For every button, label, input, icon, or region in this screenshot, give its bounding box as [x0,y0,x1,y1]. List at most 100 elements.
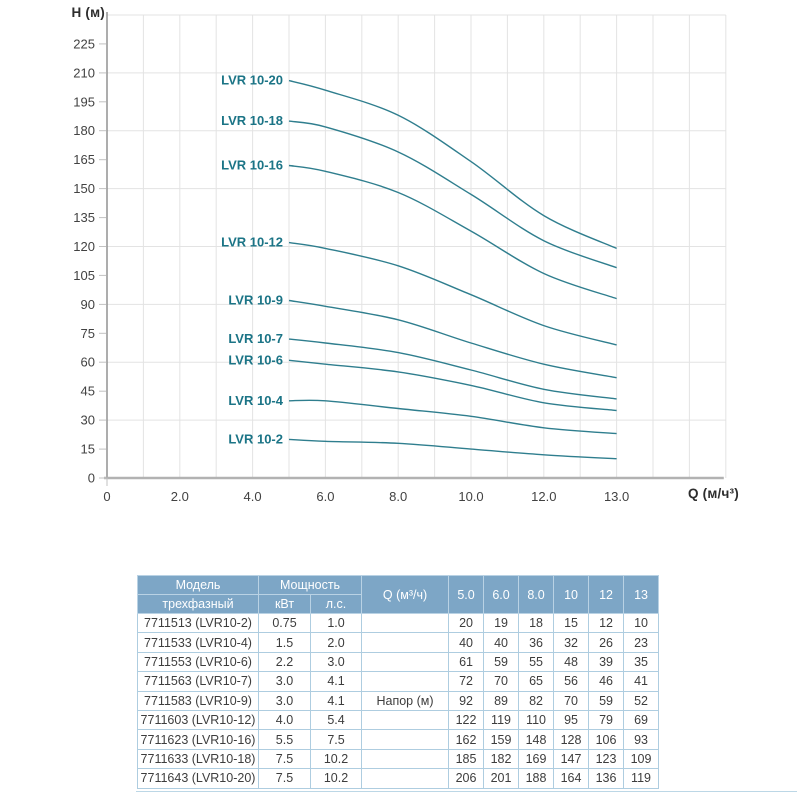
head-value-cell: 15 [553,612,590,634]
head-value-cell: 65 [518,671,555,692]
x-tick-label: 13.0 [604,489,629,504]
head-value-cell: 12 [588,612,625,634]
kw-cell: 7.5 [258,768,311,789]
y-tick-label: 225 [73,36,95,51]
curve-group-lvr-10-16: LVR 10-16 [221,158,617,300]
q-cell [361,651,450,673]
head-value-cell: 119 [623,768,660,789]
curve-label-lvr-10-12: LVR 10-12 [221,235,283,250]
x-tick-label: 12.0 [531,489,556,504]
header-row-2: трехфазный кВт л.с. [137,594,659,614]
curve-lvr-10-9 [288,299,617,379]
y-tick-label: 75 [81,326,95,341]
x-tick-label: 10.0 [458,489,483,504]
table-row: 7711633 (LVR10-18) 7.5 10.2 185 182 169 147 123… [137,748,660,770]
table-row: 7711643 (LVR10-20) 7.5 10.2 206 201 188 164 136… [137,768,660,789]
head-value-cell: 26 [588,632,625,653]
kw-cell: 5.5 [258,729,311,750]
head-value-cell: 35 [623,651,660,673]
curve-group-lvr-10-4: LVR 10-4 [228,393,617,435]
table-body: 7711513 (LVR10-2) 0.75 1.0 20 19 18 15 12 10 7711… [137,612,660,789]
head-value-cell: 41 [623,671,660,692]
pump-specs-table: Модель Мощность Q (м³/ч) 5.0 6.0 8.0 10 12 13 тре… [137,575,660,789]
y-tick-label: 30 [81,413,95,428]
model-cell: 7711583 (LVR10-9) [137,690,259,711]
table-row: 7711513 (LVR10-2) 0.75 1.0 20 19 18 15 12 10 [137,612,660,634]
q-cell: Напор (м) [361,690,450,711]
curve-label-lvr-10-16: LVR 10-16 [221,158,283,173]
head-value-cell: 119 [483,709,520,731]
head-value-cell: 136 [588,768,625,789]
curve-lvr-10-6 [288,359,617,412]
header-flow-12: 12 [588,575,625,614]
head-value-cell: 61 [448,651,485,673]
x-tick-label: 0 [103,489,110,504]
head-value-cell: 52 [623,690,660,711]
curve-lvr-10-7 [288,338,617,400]
curve-group-lvr-10-12: LVR 10-12 [221,235,617,346]
curve-group-lvr-10-2: LVR 10-2 [228,431,617,460]
q-cell [361,709,450,731]
grid-horizontal [107,14,726,421]
y-tick-label: 0 [88,471,95,486]
y-tick-label: 15 [81,442,95,457]
hp-cell: 5.4 [309,709,363,731]
head-value-cell: 40 [483,632,520,653]
head-value-cell: 106 [588,729,625,750]
curve-lvr-10-18 [288,120,617,269]
header-flow-8.0: 8.0 [518,575,555,614]
curve-label-lvr-10-2: LVR 10-2 [228,431,283,446]
model-cell: 7711563 (LVR10-7) [137,671,259,692]
head-value-cell: 39 [588,651,625,673]
model-cell: 7711623 (LVR10-16) [137,729,259,750]
head-value-cell: 23 [623,632,660,653]
head-value-cell: 201 [483,768,520,789]
curve-group-lvr-10-6: LVR 10-6 [228,352,617,412]
curve-lvr-10-4 [288,399,617,435]
head-value-cell: 169 [518,748,555,770]
head-value-cell: 79 [588,709,625,731]
head-value-cell: 123 [588,748,625,770]
curve-label-lvr-10-4: LVR 10-4 [228,393,283,408]
head-value-cell: 148 [518,729,555,750]
model-cell: 7711513 (LVR10-2) [137,612,259,634]
head-value-cell: 55 [518,651,555,673]
head-value-cell: 89 [483,690,520,711]
head-value-cell: 70 [483,671,520,692]
header-model: Модель [137,575,259,595]
q-cell [361,768,450,789]
head-value-cell: 10 [623,612,660,634]
header-flow-13: 13 [623,575,660,614]
bottom-separator-line [136,791,797,792]
curve-group-lvr-10-20: LVR 10-20 [221,73,617,250]
head-value-cell: 182 [483,748,520,770]
head-value-cell: 18 [518,612,555,634]
head-value-cell: 56 [553,671,590,692]
table-header: Модель Мощность Q (м³/ч) 5.0 6.0 8.0 10 12 13 тре… [137,575,660,614]
header-model-sub: трехфазный [137,594,259,614]
head-value-cell: 46 [588,671,625,692]
model-cell: 7711553 (LVR10-6) [137,651,259,673]
y-tick-label: 150 [73,181,95,196]
head-value-cell: 93 [623,729,660,750]
hp-cell: 4.1 [309,690,363,711]
curve-label-lvr-10-20: LVR 10-20 [221,73,283,88]
q-cell [361,612,450,634]
head-value-cell: 59 [588,690,625,711]
head-value-cell: 110 [518,709,555,731]
head-value-cell: 128 [553,729,590,750]
header-row-1: Модель Мощность Q (м³/ч) 5.0 6.0 8.0 10 12 13 [137,575,660,614]
head-value-cell: 82 [518,690,555,711]
table-row: 7711563 (LVR10-7) 3.0 4.1 72 70 65 56 46 41 [137,671,660,692]
kw-cell: 3.0 [258,671,311,692]
head-value-cell: 69 [623,709,660,731]
head-value-cell: 109 [623,748,660,770]
curve-lvr-10-20 [288,79,617,250]
y-tick-label: 210 [73,65,95,80]
hp-cell: 1.0 [309,612,363,634]
head-value-cell: 20 [448,612,485,634]
head-value-cell: 122 [448,709,485,731]
curve-group-lvr-10-7: LVR 10-7 [228,331,617,400]
hp-cell: 10.2 [309,768,363,789]
